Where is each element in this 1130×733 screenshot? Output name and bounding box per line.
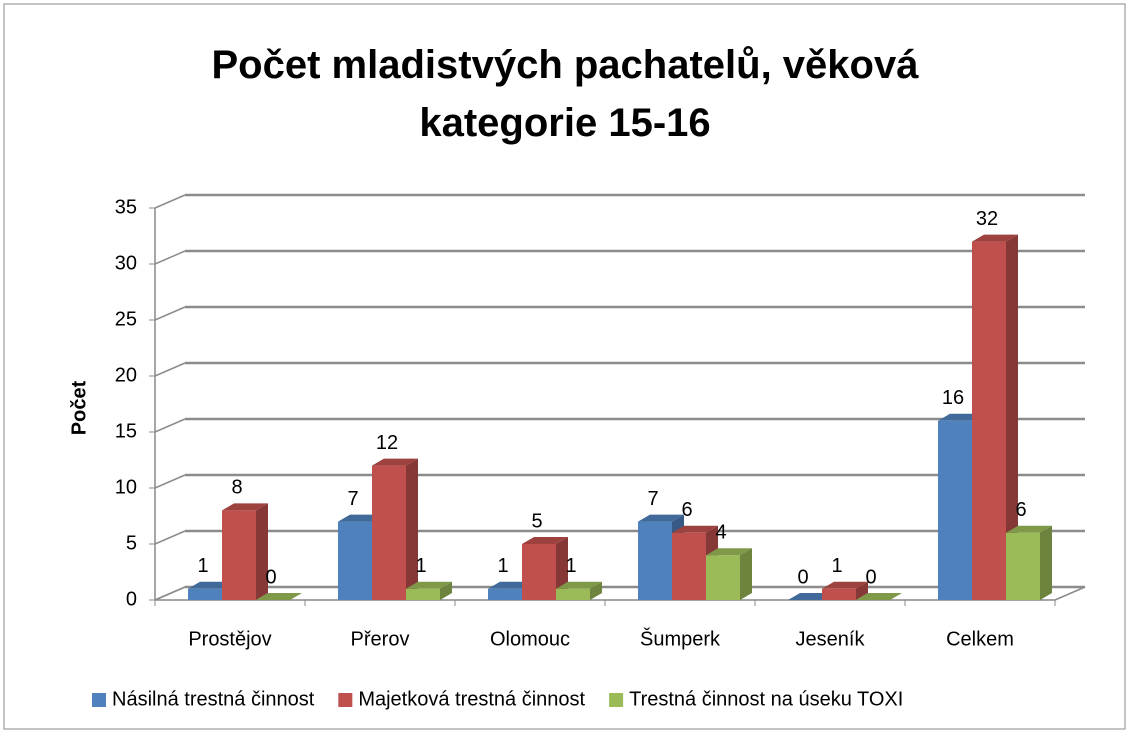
x-tick-label: Celkem xyxy=(946,628,1014,650)
x-tick-label: Přerov xyxy=(351,628,410,650)
data-label: 1 xyxy=(415,555,426,577)
bar-top xyxy=(406,581,452,589)
bar-front xyxy=(822,588,856,600)
y-tick-label: 30 xyxy=(115,252,137,274)
bar-side xyxy=(856,581,868,600)
bar xyxy=(1006,525,1052,600)
bar-top xyxy=(372,458,418,466)
data-label: 4 xyxy=(715,521,726,543)
chart-border xyxy=(3,3,1126,730)
data-label: 1 xyxy=(497,555,508,577)
bar-top xyxy=(706,548,752,556)
bar-front xyxy=(522,544,556,600)
bar xyxy=(706,548,752,600)
grid-line xyxy=(154,250,186,265)
data-label: 0 xyxy=(865,566,876,588)
bar-side xyxy=(590,581,602,600)
x-tick-label: Prostějov xyxy=(188,628,271,650)
legend-swatch xyxy=(338,693,353,707)
bar-top xyxy=(222,503,268,511)
bar-front xyxy=(706,555,740,600)
data-label: 16 xyxy=(942,387,964,409)
data-label: 7 xyxy=(647,488,658,510)
bar xyxy=(822,581,868,600)
bar-side xyxy=(740,548,752,600)
data-label: 12 xyxy=(376,432,398,454)
legend-swatch xyxy=(92,693,106,707)
bar-side xyxy=(1006,234,1018,600)
data-label: 6 xyxy=(1015,499,1026,521)
grid-line xyxy=(154,474,186,489)
bar-front xyxy=(372,465,406,600)
bar-top xyxy=(972,234,1018,242)
grid-line xyxy=(154,418,186,433)
bar-top xyxy=(556,581,602,589)
bar-front xyxy=(406,588,440,600)
bar-front xyxy=(938,420,972,600)
bar xyxy=(556,581,602,600)
bar-top xyxy=(638,514,684,522)
bar xyxy=(256,593,302,600)
legend-label: Trestná činnost na úseku TOXI xyxy=(629,688,903,710)
x-tick-label: Jeseník xyxy=(796,628,866,650)
x-tick-label: Olomouc xyxy=(490,628,570,650)
data-label: 0 xyxy=(797,566,808,588)
bar xyxy=(856,593,902,600)
grid-line xyxy=(154,530,186,545)
bar-front xyxy=(556,588,590,600)
data-label: 1 xyxy=(831,555,842,577)
data-label: 1 xyxy=(565,555,576,577)
bar xyxy=(522,537,568,600)
bar-top xyxy=(522,537,568,544)
bar-front xyxy=(488,588,522,600)
y-tick-label: 20 xyxy=(115,364,137,386)
bar-front xyxy=(222,510,256,600)
y-tick-label: 35 xyxy=(115,196,137,218)
bar xyxy=(372,458,418,600)
data-label: 32 xyxy=(976,208,998,230)
data-label: 6 xyxy=(681,499,692,521)
bar-side xyxy=(256,503,268,600)
bar xyxy=(406,581,452,600)
x-tick-label: Šumperk xyxy=(640,627,721,650)
bar xyxy=(972,234,1018,600)
chart-title: Počet mladistvých pachatelů, věková kate… xyxy=(211,43,919,145)
legend-label: Násilná trestná činnost xyxy=(112,688,315,710)
bar-top xyxy=(822,581,868,589)
bar-top xyxy=(1006,525,1052,533)
bar-top xyxy=(856,593,902,600)
data-label: 0 xyxy=(265,566,276,588)
bar-front xyxy=(188,588,222,600)
y-tick-label: 5 xyxy=(126,532,137,554)
y-tick-label: 25 xyxy=(115,308,137,330)
legend-label: Majetková trestná činnost xyxy=(358,688,585,710)
grid-line xyxy=(154,194,186,209)
bar-top xyxy=(256,593,302,600)
bar-front xyxy=(972,241,1006,600)
legend-swatch xyxy=(609,693,624,707)
y-axis-label: Počet xyxy=(68,380,90,435)
grid-line xyxy=(154,362,186,377)
y-tick-label: 10 xyxy=(115,476,137,498)
bar-side xyxy=(440,581,452,600)
bar-side xyxy=(406,458,418,600)
y-tick-label: 15 xyxy=(115,420,137,442)
data-label: 5 xyxy=(531,510,542,532)
data-label: 1 xyxy=(197,555,208,577)
bar-side xyxy=(1040,525,1052,600)
grid-line xyxy=(154,586,186,601)
bar-top xyxy=(672,525,718,533)
grid-line xyxy=(154,306,186,321)
y-tick-label: 0 xyxy=(126,588,137,610)
bar-front xyxy=(672,532,706,600)
bar-front xyxy=(338,521,372,600)
bar-front xyxy=(638,521,672,600)
bar xyxy=(222,503,268,600)
bar-front xyxy=(1006,532,1040,600)
data-label: 8 xyxy=(231,477,242,499)
data-label: 7 xyxy=(347,488,358,510)
